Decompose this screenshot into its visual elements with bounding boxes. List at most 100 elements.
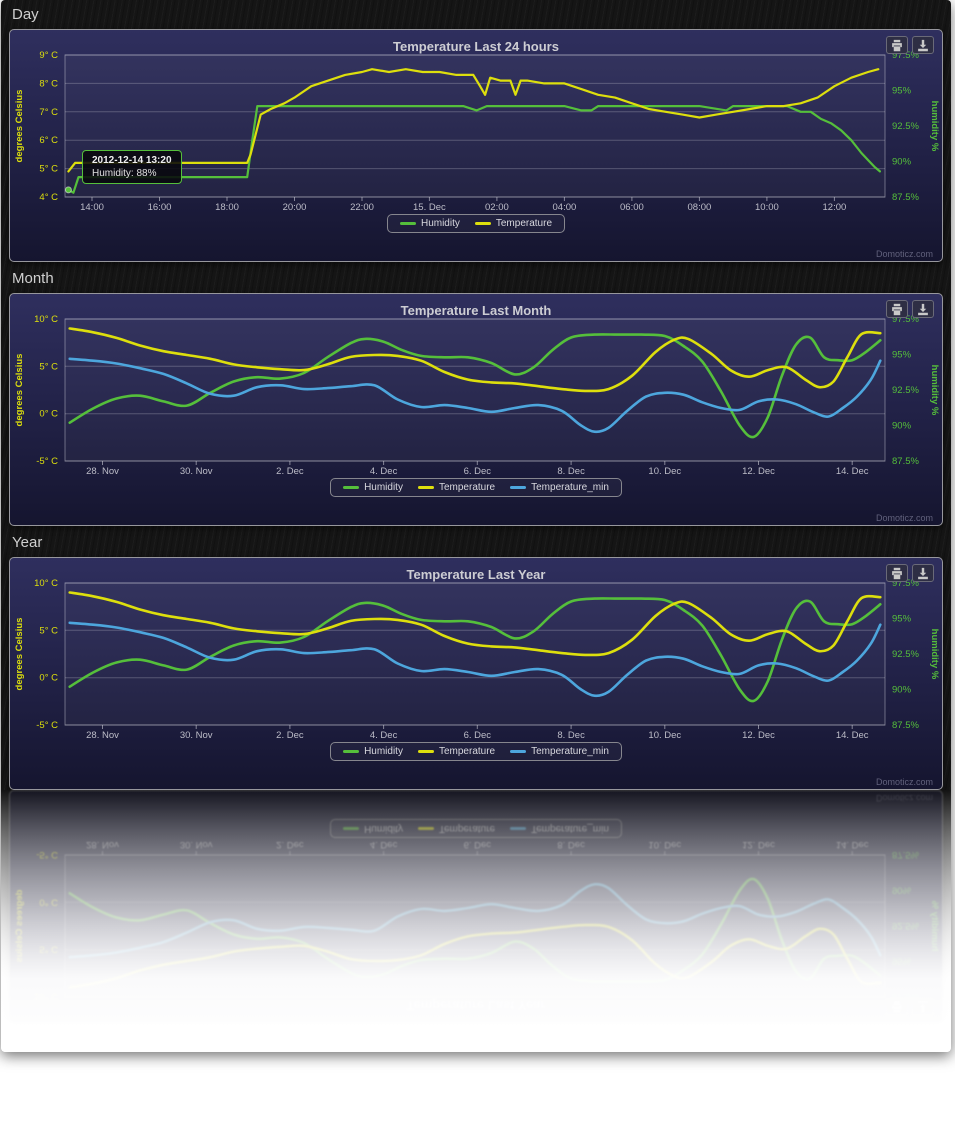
svg-text:8. Dec: 8. Dec	[557, 730, 585, 741]
svg-text:90%: 90%	[892, 685, 912, 696]
legend-label: Temperature	[438, 746, 496, 757]
legend: Humidity Temperature	[386, 214, 566, 233]
svg-text:18:00: 18:00	[215, 202, 239, 213]
svg-text:degrees Celsius: degrees Celsius	[14, 354, 25, 427]
print-button[interactable]	[886, 564, 908, 582]
svg-text:97.5%: 97.5%	[892, 50, 919, 61]
legend-swatch	[343, 486, 360, 489]
svg-text:28. Nov: 28. Nov	[86, 466, 119, 477]
svg-text:2. Dec: 2. Dec	[276, 730, 304, 741]
svg-text:14. Dec: 14. Dec	[836, 730, 869, 741]
svg-text:10° C: 10° C	[34, 578, 58, 589]
svg-text:degrees Celsius: degrees Celsius	[14, 618, 25, 691]
watermark: Domoticz.com	[875, 249, 933, 259]
reflection-fade	[1, 790, 951, 1052]
svg-text:5° C: 5° C	[39, 164, 58, 175]
legend-swatch	[417, 750, 434, 753]
download-button[interactable]	[912, 36, 934, 54]
download-icon	[918, 39, 928, 51]
svg-text:15. Dec: 15. Dec	[413, 202, 446, 213]
svg-text:30. Nov: 30. Nov	[180, 466, 213, 477]
svg-text:8° C: 8° C	[39, 78, 58, 89]
legend-item-humidity[interactable]: Humidity	[399, 218, 460, 229]
legend-item-temperature[interactable]: Temperature	[474, 218, 553, 229]
svg-text:20:00: 20:00	[283, 202, 307, 213]
print-icon	[892, 39, 902, 51]
svg-text:0° C: 0° C	[39, 673, 58, 684]
svg-text:7° C: 7° C	[39, 107, 58, 118]
month-chart[interactable]: -5° C 0° C 5° C 10° C 87.5% 90% 92.5% 95% 97.5% 2…	[11, 313, 941, 477]
download-icon	[918, 303, 928, 315]
svg-text:90%: 90%	[892, 157, 912, 168]
svg-text:humidity %: humidity %	[929, 101, 940, 152]
legend-item-temperature[interactable]: Temperature	[417, 746, 496, 757]
legend-swatch	[510, 750, 527, 753]
section-label-year: Year	[12, 534, 43, 551]
download-icon	[918, 567, 928, 579]
svg-text:04:00: 04:00	[553, 202, 577, 213]
chart-title: Temperature Last Month	[400, 303, 552, 318]
svg-text:12. Dec: 12. Dec	[742, 730, 775, 741]
svg-text:6° C: 6° C	[39, 135, 58, 146]
section-day: Day Temperature Last 24 hours 4° C 5° C 6°…	[1, 0, 951, 262]
chart-toolbar	[886, 36, 934, 54]
download-button[interactable]	[912, 300, 934, 318]
svg-text:02:00: 02:00	[485, 202, 509, 213]
legend-item-humidity[interactable]: Humidity	[343, 482, 403, 493]
legend-item-temperature[interactable]: Temperature	[417, 482, 496, 493]
svg-text:10° C: 10° C	[34, 314, 58, 325]
svg-text:16:00: 16:00	[148, 202, 172, 213]
legend-item-temperature_min[interactable]: Temperature_min	[510, 746, 609, 757]
chart-title: Temperature Last 24 hours	[393, 39, 559, 54]
legend-swatch	[417, 486, 434, 489]
chart-toolbar	[886, 564, 934, 582]
reflection: Temperature Last Year -5° C0° C5° C10° C…	[1, 790, 951, 1052]
svg-text:4. Dec: 4. Dec	[370, 466, 398, 477]
print-icon	[892, 303, 902, 315]
day-chart[interactable]: 4° C 5° C 6° C 7° C 8° C 9° C 87.5% 90% 92.5% 95%…	[11, 49, 941, 213]
svg-text:4° C: 4° C	[39, 192, 58, 203]
svg-text:12:00: 12:00	[823, 202, 847, 213]
print-button[interactable]	[886, 36, 908, 54]
legend-label: Temperature_min	[531, 746, 609, 757]
legend-row: Humidity Temperature	[10, 214, 942, 233]
svg-text:28. Nov: 28. Nov	[86, 730, 119, 741]
day-chart-panel: Temperature Last 24 hours 4° C 5° C 6° C 7°…	[9, 29, 943, 262]
section-year: Year Temperature Last Year -5° C 0° C 5° C…	[1, 528, 951, 790]
legend-label: Temperature	[438, 482, 496, 493]
svg-text:12. Dec: 12. Dec	[742, 466, 775, 477]
svg-text:92.5%: 92.5%	[892, 385, 919, 396]
svg-text:5° C: 5° C	[39, 361, 58, 372]
svg-text:06:00: 06:00	[620, 202, 644, 213]
svg-text:4. Dec: 4. Dec	[370, 730, 398, 741]
year-chart[interactable]: -5° C 0° C 5° C 10° C 87.5% 90% 92.5% 95% 97.5% 2…	[11, 577, 941, 741]
svg-text:95%: 95%	[892, 350, 912, 361]
svg-text:95%: 95%	[892, 86, 912, 97]
legend-label: Humidity	[364, 482, 403, 493]
svg-text:10:00: 10:00	[755, 202, 779, 213]
download-button[interactable]	[912, 564, 934, 582]
legend-item-humidity[interactable]: Humidity	[343, 746, 403, 757]
svg-text:14:00: 14:00	[80, 202, 104, 213]
svg-text:87.5%: 87.5%	[892, 456, 919, 467]
svg-text:97.5%: 97.5%	[892, 314, 919, 325]
svg-text:-5° C: -5° C	[36, 456, 58, 467]
legend-label: Temperature_min	[531, 482, 609, 493]
legend-label: Temperature	[495, 218, 553, 229]
legend-label: Humidity	[364, 746, 403, 757]
month-chart-panel: Temperature Last Month -5° C 0° C 5° C 10° …	[9, 293, 943, 526]
section-label-day: Day	[12, 6, 39, 23]
svg-text:10. Dec: 10. Dec	[648, 730, 681, 741]
domoticz-dashboard: Day Temperature Last 24 hours 4° C 5° C 6°…	[1, 0, 951, 1052]
watermark: Domoticz.com	[875, 513, 933, 523]
svg-text:humidity %: humidity %	[929, 629, 940, 680]
print-button[interactable]	[886, 300, 908, 318]
section-month: Month Temperature Last Month -5° C 0° C 5°…	[1, 264, 951, 526]
svg-text:22:00: 22:00	[350, 202, 374, 213]
legend: Humidity Temperature Temperature_min	[330, 478, 622, 497]
svg-text:95%: 95%	[892, 614, 912, 625]
legend-item-temperature_min[interactable]: Temperature_min	[510, 482, 609, 493]
svg-text:08:00: 08:00	[688, 202, 712, 213]
legend-row: Humidity Temperature Temperature_min	[10, 742, 942, 761]
svg-text:-5° C: -5° C	[36, 720, 58, 731]
